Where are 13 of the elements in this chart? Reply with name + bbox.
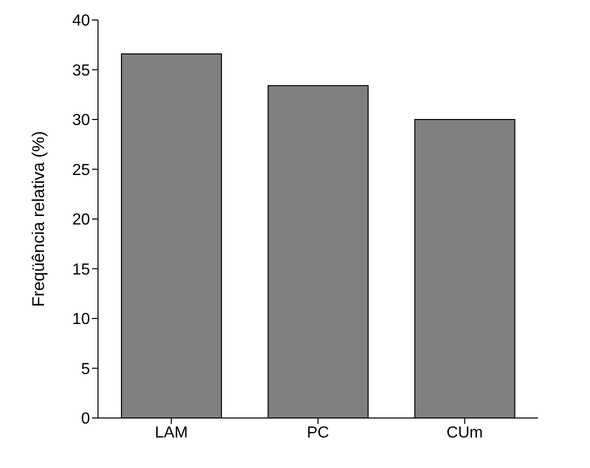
y-tick-label: 25	[72, 162, 90, 179]
x-tick-label: PC	[306, 424, 330, 442]
y-tick-label: 20	[72, 212, 90, 229]
y-axis-title: Freqüência relativa (%)	[29, 131, 48, 307]
y-tick-label: 5	[81, 360, 90, 378]
y-tick-label: 35	[72, 62, 90, 80]
y-tick-label: 40	[72, 12, 90, 30]
x-tick-label: LAM	[154, 424, 188, 442]
x-tick-label: CUm	[446, 424, 483, 442]
y-tick-label: 15	[72, 261, 90, 278]
y-tick-label: 0	[81, 410, 90, 428]
y-tick-label: 30	[72, 112, 90, 130]
y-tick-label: 10	[72, 311, 90, 328]
